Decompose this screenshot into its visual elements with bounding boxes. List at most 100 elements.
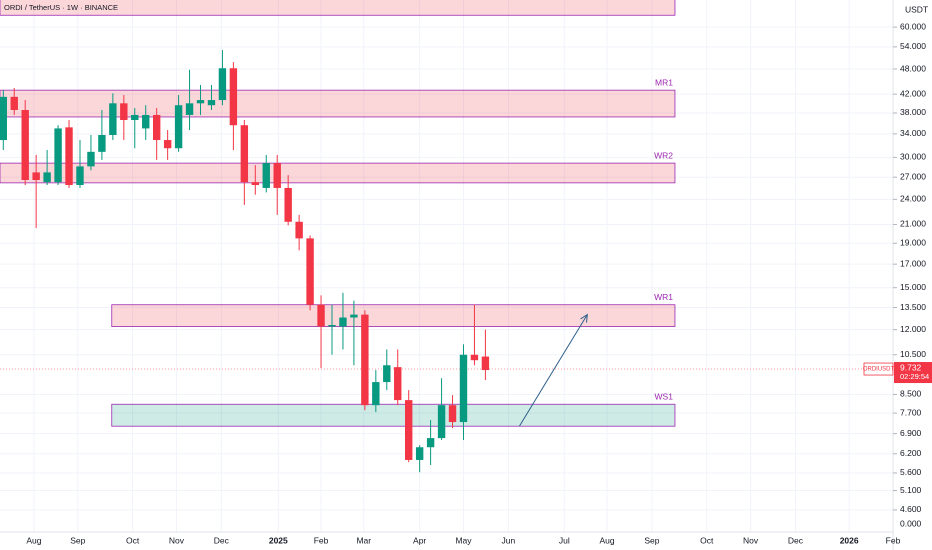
projection-arrow (518, 314, 588, 427)
candle-body (0, 96, 7, 141)
zone-label: WR2 (654, 150, 673, 160)
candle-body (339, 317, 347, 327)
candle-body (383, 365, 391, 383)
candle-body (426, 438, 435, 448)
candle-body (317, 304, 325, 327)
y-tick-label: 42.000 (900, 88, 926, 98)
candle-body (174, 105, 183, 149)
y-tick-label: 21.000 (900, 219, 926, 229)
candle-body (251, 182, 259, 186)
x-tick-label: Sep (644, 535, 659, 545)
candle-body (65, 127, 73, 186)
y-tick-label: 8.500 (900, 389, 922, 399)
y-tick-label: 30.000 (900, 152, 926, 162)
x-tick-label: 2026 (840, 535, 859, 545)
x-tick-label: Dec (214, 535, 230, 545)
y-tick-label: 38.000 (900, 107, 926, 117)
candle-body (207, 100, 216, 106)
y-tick-label: 5.600 (900, 467, 922, 477)
zone (0, 162, 676, 184)
candle-body (448, 405, 457, 423)
y-tick-label: 48.000 (900, 63, 926, 73)
x-tick-label: Mar (356, 535, 371, 545)
x-tick-label: Feb (314, 535, 329, 545)
candle-body (87, 151, 95, 167)
candle-body (10, 96, 18, 111)
candle-body (21, 110, 29, 181)
y-tick-label: 17.000 (900, 258, 926, 268)
y-unit-label: USDT (905, 4, 928, 14)
candle-body (240, 125, 249, 183)
y-tick-label: 13.500 (900, 302, 926, 312)
candle-body (273, 163, 281, 188)
x-tick-label: Sep (70, 535, 85, 545)
candle-body (284, 187, 292, 222)
candle-body (163, 140, 172, 149)
chart-title: ORDI / TetherUS · 1W · BINANCE (4, 3, 118, 12)
y-tick-label: 12.000 (900, 324, 926, 334)
candle-body (142, 114, 150, 129)
plot-area: MR1 WR2 WR1 WS1 (0, 0, 893, 532)
y-tick-label: 24.000 (900, 194, 926, 204)
y-tick-label: 34.000 (900, 128, 926, 138)
candle-body (152, 114, 161, 141)
x-tick-label: Aug (26, 535, 41, 545)
x-tick-label: Oct (126, 535, 140, 545)
x-tick-label: May (455, 535, 472, 545)
candle-body (404, 400, 413, 460)
candle-body (361, 314, 369, 406)
x-tick-label: Feb (886, 535, 901, 545)
candle-body (54, 128, 62, 183)
x-tick-label: Jun (502, 535, 516, 545)
zone (111, 403, 676, 427)
candle-body (32, 172, 40, 181)
candle-body (229, 68, 238, 126)
x-tick-label: 2025 (269, 535, 288, 545)
x-tick-label: Nov (743, 535, 759, 545)
candle-body (262, 163, 270, 188)
x-tick-label: Apr (413, 535, 426, 545)
x-tick-label: Nov (169, 535, 185, 545)
candle-body (185, 103, 194, 115)
candle-body (372, 382, 380, 406)
y-tick-label: 54.000 (900, 41, 926, 51)
x-tick-label: Aug (599, 535, 614, 545)
candle-body (218, 68, 227, 101)
symbol-badge (863, 362, 894, 376)
price-label: 9.732 (900, 362, 922, 372)
x-tick-label: Oct (700, 535, 714, 545)
price-badge (894, 362, 932, 384)
arrow-head (580, 313, 588, 323)
y-tick-label: 4.600 (900, 504, 922, 514)
zone-label: WS1 (655, 391, 674, 401)
candle-body (470, 354, 479, 361)
zone-label: MR1 (655, 77, 673, 87)
zone-label: WR1 (654, 292, 673, 302)
candle-body (109, 103, 117, 135)
candle-body (415, 447, 424, 460)
candle-body (328, 325, 336, 327)
candle-body (98, 134, 106, 152)
y-tick-label: 6.900 (900, 428, 922, 438)
zone (0, 89, 676, 118)
y-tick-label: 27.000 (900, 171, 926, 181)
countdown-label: 02:29:54 (900, 372, 929, 381)
candle-body (350, 314, 358, 318)
candle-body (306, 238, 314, 305)
candle-body (76, 166, 84, 186)
y-tick-label: 15.000 (900, 282, 926, 292)
y-tick-label: 7.700 (900, 407, 922, 417)
candle-body (43, 172, 51, 183)
zone (111, 304, 676, 327)
y-tick-label: 10.500 (900, 349, 926, 359)
y-bottom-label: 0.000 (900, 518, 922, 528)
x-tick-label: Jul (559, 535, 570, 545)
candle-body (394, 367, 402, 401)
zone (0, 0, 676, 16)
y-tick-label: 60.000 (900, 21, 926, 31)
candle-body (295, 221, 303, 239)
symbol-label: ORDIUSDT (863, 367, 895, 373)
candle-body (131, 114, 139, 121)
